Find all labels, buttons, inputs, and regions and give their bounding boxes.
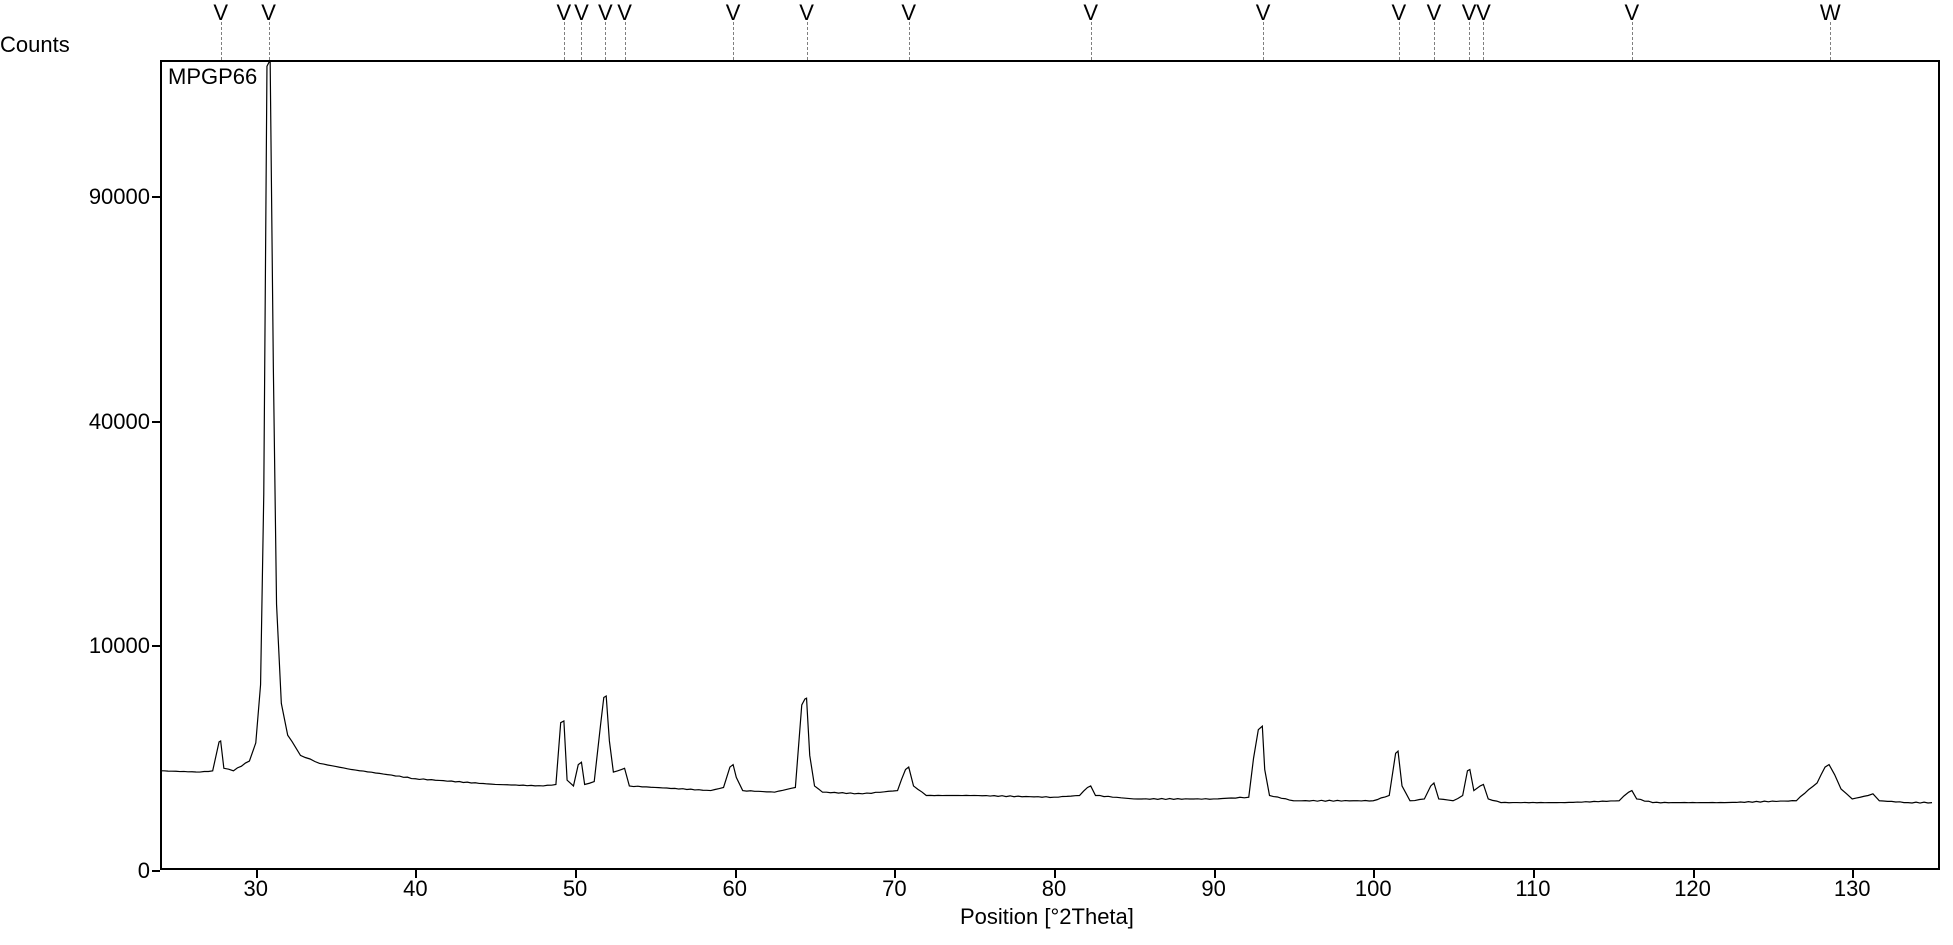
xrd-chart: Counts MPGP66 01000040000900003040506070… [0, 0, 1953, 945]
y-tick-mark [152, 870, 160, 872]
peak-marker-line [581, 22, 582, 60]
x-tick-label: 30 [236, 876, 276, 902]
x-tick-mark [735, 870, 737, 878]
peak-marker-line [1263, 22, 1264, 60]
peak-marker-line [909, 22, 910, 60]
x-tick-mark [1852, 870, 1854, 878]
peak-marker-line [733, 22, 734, 60]
x-tick-mark [894, 870, 896, 878]
x-tick-mark [1373, 870, 1375, 878]
peak-marker-line [269, 22, 270, 60]
x-tick-label: 50 [555, 876, 595, 902]
y-tick-mark [152, 196, 160, 198]
x-tick-mark [1533, 870, 1535, 878]
x-tick-label: 100 [1353, 876, 1393, 902]
peak-marker-line [1434, 22, 1435, 60]
x-tick-mark [256, 870, 258, 878]
peak-marker-line [625, 22, 626, 60]
x-tick-mark [1054, 870, 1056, 878]
data-trace [160, 60, 1932, 803]
x-tick-label: 70 [874, 876, 914, 902]
x-tick-mark [415, 870, 417, 878]
peak-marker-line [1399, 22, 1400, 60]
peak-marker-line [564, 22, 565, 60]
peak-marker-line [1469, 22, 1470, 60]
y-tick-label: 40000 [89, 409, 150, 435]
x-tick-mark [575, 870, 577, 878]
y-tick-mark [152, 421, 160, 423]
peak-marker-line [1091, 22, 1092, 60]
peak-marker-line [221, 22, 222, 60]
diffraction-pattern-line [0, 0, 1953, 945]
x-tick-label: 80 [1034, 876, 1074, 902]
x-tick-label: 60 [715, 876, 755, 902]
y-tick-label: 10000 [89, 633, 150, 659]
peak-marker-line [1830, 22, 1831, 60]
y-tick-label: 90000 [89, 184, 150, 210]
x-axis-title: Position [°2Theta] [960, 904, 1134, 930]
y-tick-label: 0 [138, 858, 150, 884]
x-tick-label: 120 [1673, 876, 1713, 902]
peak-marker-line [1632, 22, 1633, 60]
x-tick-label: 40 [395, 876, 435, 902]
peak-marker-line [1483, 22, 1484, 60]
x-tick-label: 90 [1194, 876, 1234, 902]
x-tick-mark [1214, 870, 1216, 878]
peak-marker-line [807, 22, 808, 60]
x-tick-mark [1693, 870, 1695, 878]
x-tick-label: 110 [1513, 876, 1553, 902]
peak-marker-line [605, 22, 606, 60]
x-tick-label: 130 [1832, 876, 1872, 902]
y-tick-mark [152, 645, 160, 647]
